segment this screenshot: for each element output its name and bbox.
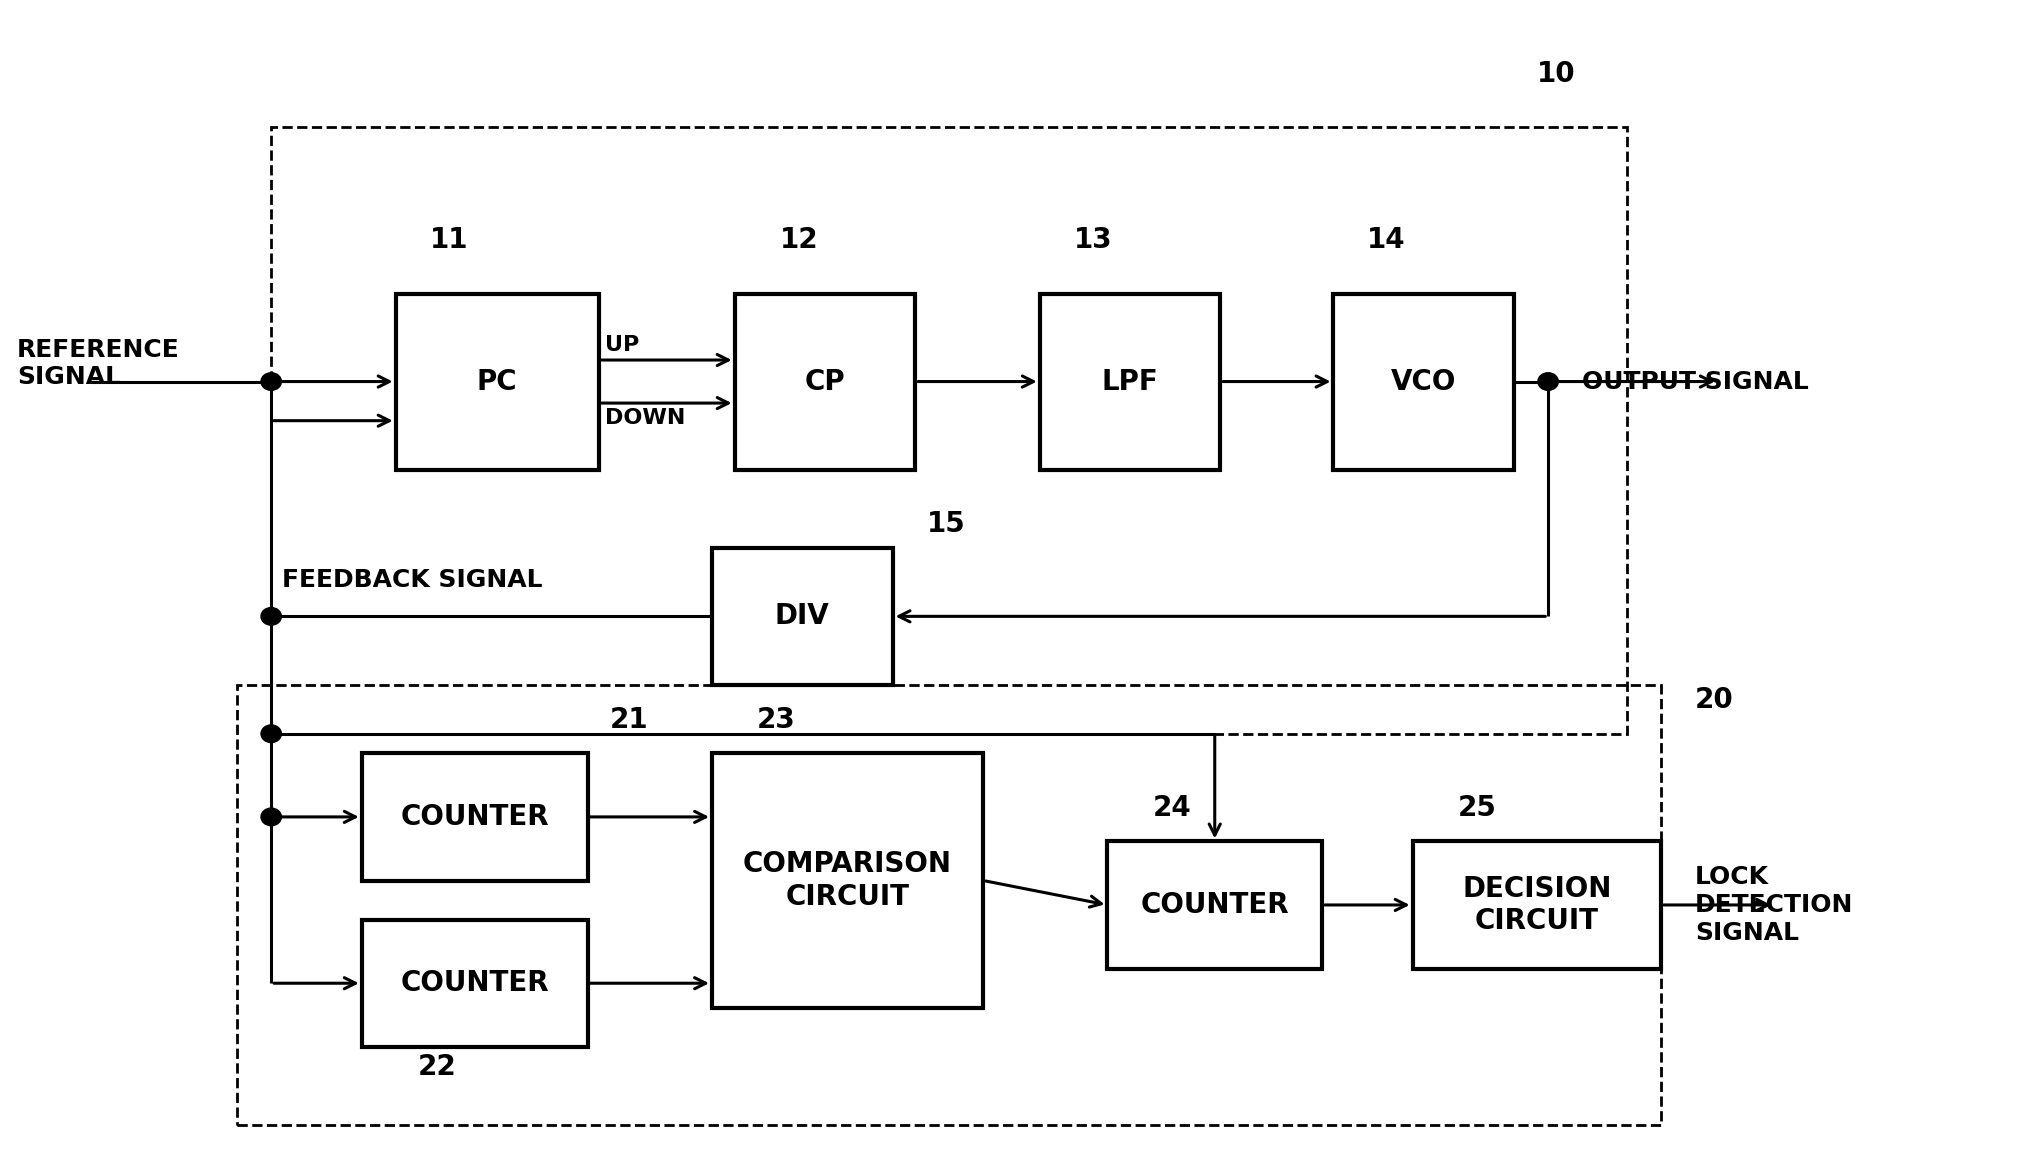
Text: 20: 20 xyxy=(1694,686,1733,714)
Bar xyxy=(362,754,588,880)
Text: DIV: DIV xyxy=(775,602,830,630)
Bar xyxy=(1334,294,1513,470)
Bar xyxy=(1106,842,1322,969)
Text: 22: 22 xyxy=(419,1053,458,1081)
Circle shape xyxy=(1538,373,1558,390)
Text: COUNTER: COUNTER xyxy=(401,970,549,997)
Bar xyxy=(238,684,1662,1125)
Text: 21: 21 xyxy=(610,706,649,734)
Text: LPF: LPF xyxy=(1102,367,1159,396)
Bar xyxy=(362,919,588,1047)
Text: 10: 10 xyxy=(1538,60,1576,88)
Text: COUNTER: COUNTER xyxy=(1141,891,1290,919)
Text: 11: 11 xyxy=(429,227,468,255)
Text: LOCK
DETECTION
SIGNAL: LOCK DETECTION SIGNAL xyxy=(1694,865,1853,945)
Text: CP: CP xyxy=(805,367,846,396)
Text: COMPARISON
CIRCUIT: COMPARISON CIRCUIT xyxy=(742,850,952,911)
Text: 13: 13 xyxy=(1074,227,1113,255)
Circle shape xyxy=(260,726,281,743)
Bar xyxy=(1412,842,1662,969)
Text: FEEDBACK SIGNAL: FEEDBACK SIGNAL xyxy=(283,568,543,592)
Text: 14: 14 xyxy=(1367,227,1405,255)
Text: 25: 25 xyxy=(1458,794,1497,822)
Bar xyxy=(712,754,982,1007)
Text: UP: UP xyxy=(604,335,639,355)
Text: REFERENCE
SIGNAL: REFERENCE SIGNAL xyxy=(16,338,179,390)
Text: OUTPUT SIGNAL: OUTPUT SIGNAL xyxy=(1582,370,1808,393)
Bar xyxy=(712,548,893,684)
Text: DOWN: DOWN xyxy=(604,407,685,429)
Bar xyxy=(271,127,1627,734)
Circle shape xyxy=(260,608,281,625)
Text: 23: 23 xyxy=(757,706,795,734)
Text: COUNTER: COUNTER xyxy=(401,803,549,831)
Text: 15: 15 xyxy=(928,510,966,538)
Text: 24: 24 xyxy=(1153,794,1192,822)
Text: 12: 12 xyxy=(779,227,818,255)
Bar xyxy=(395,294,598,470)
Circle shape xyxy=(260,808,281,825)
Circle shape xyxy=(260,373,281,390)
Text: VCO: VCO xyxy=(1391,367,1456,396)
Bar xyxy=(1039,294,1220,470)
Text: DECISION
CIRCUIT: DECISION CIRCUIT xyxy=(1462,875,1611,936)
Bar xyxy=(734,294,915,470)
Text: PC: PC xyxy=(476,367,517,396)
